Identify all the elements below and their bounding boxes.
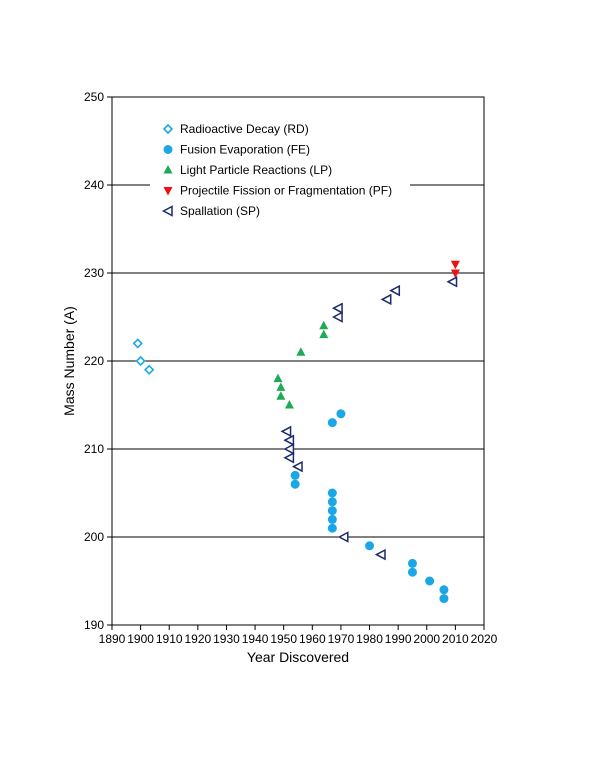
data-point bbox=[283, 434, 295, 446]
data-point bbox=[132, 338, 143, 349]
x-tick-label: 1930 bbox=[213, 632, 240, 646]
data-point bbox=[446, 276, 458, 288]
data-point bbox=[331, 311, 343, 323]
legend-entry-label: Light Particle Reactions (LP) bbox=[180, 163, 332, 177]
data-point bbox=[327, 488, 337, 498]
y-tick-label: 210 bbox=[84, 442, 104, 456]
x-axis-title: Year Discovered bbox=[247, 649, 349, 665]
data-point bbox=[331, 302, 343, 314]
data-point bbox=[319, 329, 329, 339]
data-point bbox=[327, 514, 337, 524]
data-point bbox=[407, 558, 417, 568]
data-point bbox=[337, 531, 349, 543]
legend-entry-label: Radioactive Decay (RD) bbox=[180, 122, 309, 136]
data-point bbox=[283, 443, 295, 455]
x-tick-label: 1970 bbox=[328, 632, 355, 646]
data-point bbox=[374, 548, 386, 561]
legend-entry-label: Spallation (SP) bbox=[180, 204, 260, 218]
legend-marker bbox=[163, 187, 173, 196]
data-point bbox=[327, 497, 337, 507]
x-tick-label: 1890 bbox=[99, 632, 126, 646]
y-tick-label: 240 bbox=[84, 178, 104, 192]
y-tick-label: 200 bbox=[84, 530, 104, 544]
data-point bbox=[450, 260, 460, 270]
y-tick-label: 230 bbox=[84, 266, 104, 280]
data-point bbox=[319, 320, 329, 330]
x-tick-label: 2010 bbox=[442, 632, 469, 646]
x-tick-label: 1960 bbox=[299, 632, 326, 646]
data-point bbox=[144, 364, 155, 375]
data-point bbox=[336, 409, 346, 419]
y-tick-label: 190 bbox=[84, 618, 104, 632]
legend-marker bbox=[163, 165, 173, 174]
legend-marker bbox=[162, 123, 174, 135]
data-point bbox=[450, 269, 460, 278]
data-point bbox=[380, 293, 392, 306]
x-tick-label: 1920 bbox=[184, 632, 211, 646]
x-tick-label: 1910 bbox=[156, 632, 183, 646]
data-point bbox=[284, 400, 294, 409]
y-tick-label: 220 bbox=[84, 354, 104, 368]
legend-entry-label: Fusion Evaporation (FE) bbox=[180, 143, 310, 157]
data-point bbox=[365, 541, 375, 551]
axis-ticks bbox=[107, 96, 485, 630]
gridlines bbox=[112, 184, 484, 538]
axis-tick-labels: 190 200 210 220 230 240 250 1890 1900 1910 1920 193… bbox=[84, 90, 498, 646]
data-point bbox=[135, 355, 146, 367]
legend-entry-label: Projectile Fission or Fragmentation (PF) bbox=[180, 184, 392, 198]
x-tick-label: 1990 bbox=[385, 632, 412, 646]
data-point bbox=[291, 460, 303, 473]
legend-box bbox=[150, 116, 410, 220]
x-tick-label: 2020 bbox=[471, 632, 498, 646]
y-axis-title: Mass Number (A) bbox=[61, 306, 77, 416]
data-point bbox=[327, 418, 337, 428]
data-point bbox=[407, 567, 417, 577]
data-point bbox=[296, 347, 306, 356]
data-point bbox=[280, 425, 292, 438]
x-tick-label: 1980 bbox=[356, 632, 383, 646]
legend: Radioactive Decay (RD) Fusion Evaporation… bbox=[150, 116, 410, 220]
x-tick-label: 1940 bbox=[242, 632, 269, 646]
x-tick-label: 2000 bbox=[413, 632, 440, 646]
data-point bbox=[290, 470, 300, 480]
data-point bbox=[276, 382, 286, 391]
data-point bbox=[283, 452, 295, 464]
data-point bbox=[425, 576, 435, 586]
data-point bbox=[439, 585, 449, 595]
legend-marker bbox=[161, 205, 173, 217]
data-point bbox=[276, 391, 286, 400]
data-point bbox=[439, 594, 449, 604]
legend-marker bbox=[163, 145, 173, 154]
data-point bbox=[389, 284, 401, 297]
data-point bbox=[327, 506, 337, 516]
data-point bbox=[327, 523, 337, 533]
data-points bbox=[132, 260, 460, 604]
y-tick-label: 250 bbox=[84, 90, 104, 104]
data-point bbox=[290, 479, 300, 489]
data-point bbox=[273, 373, 283, 383]
x-tick-label: 1900 bbox=[127, 632, 154, 646]
x-tick-label: 1950 bbox=[270, 632, 297, 646]
